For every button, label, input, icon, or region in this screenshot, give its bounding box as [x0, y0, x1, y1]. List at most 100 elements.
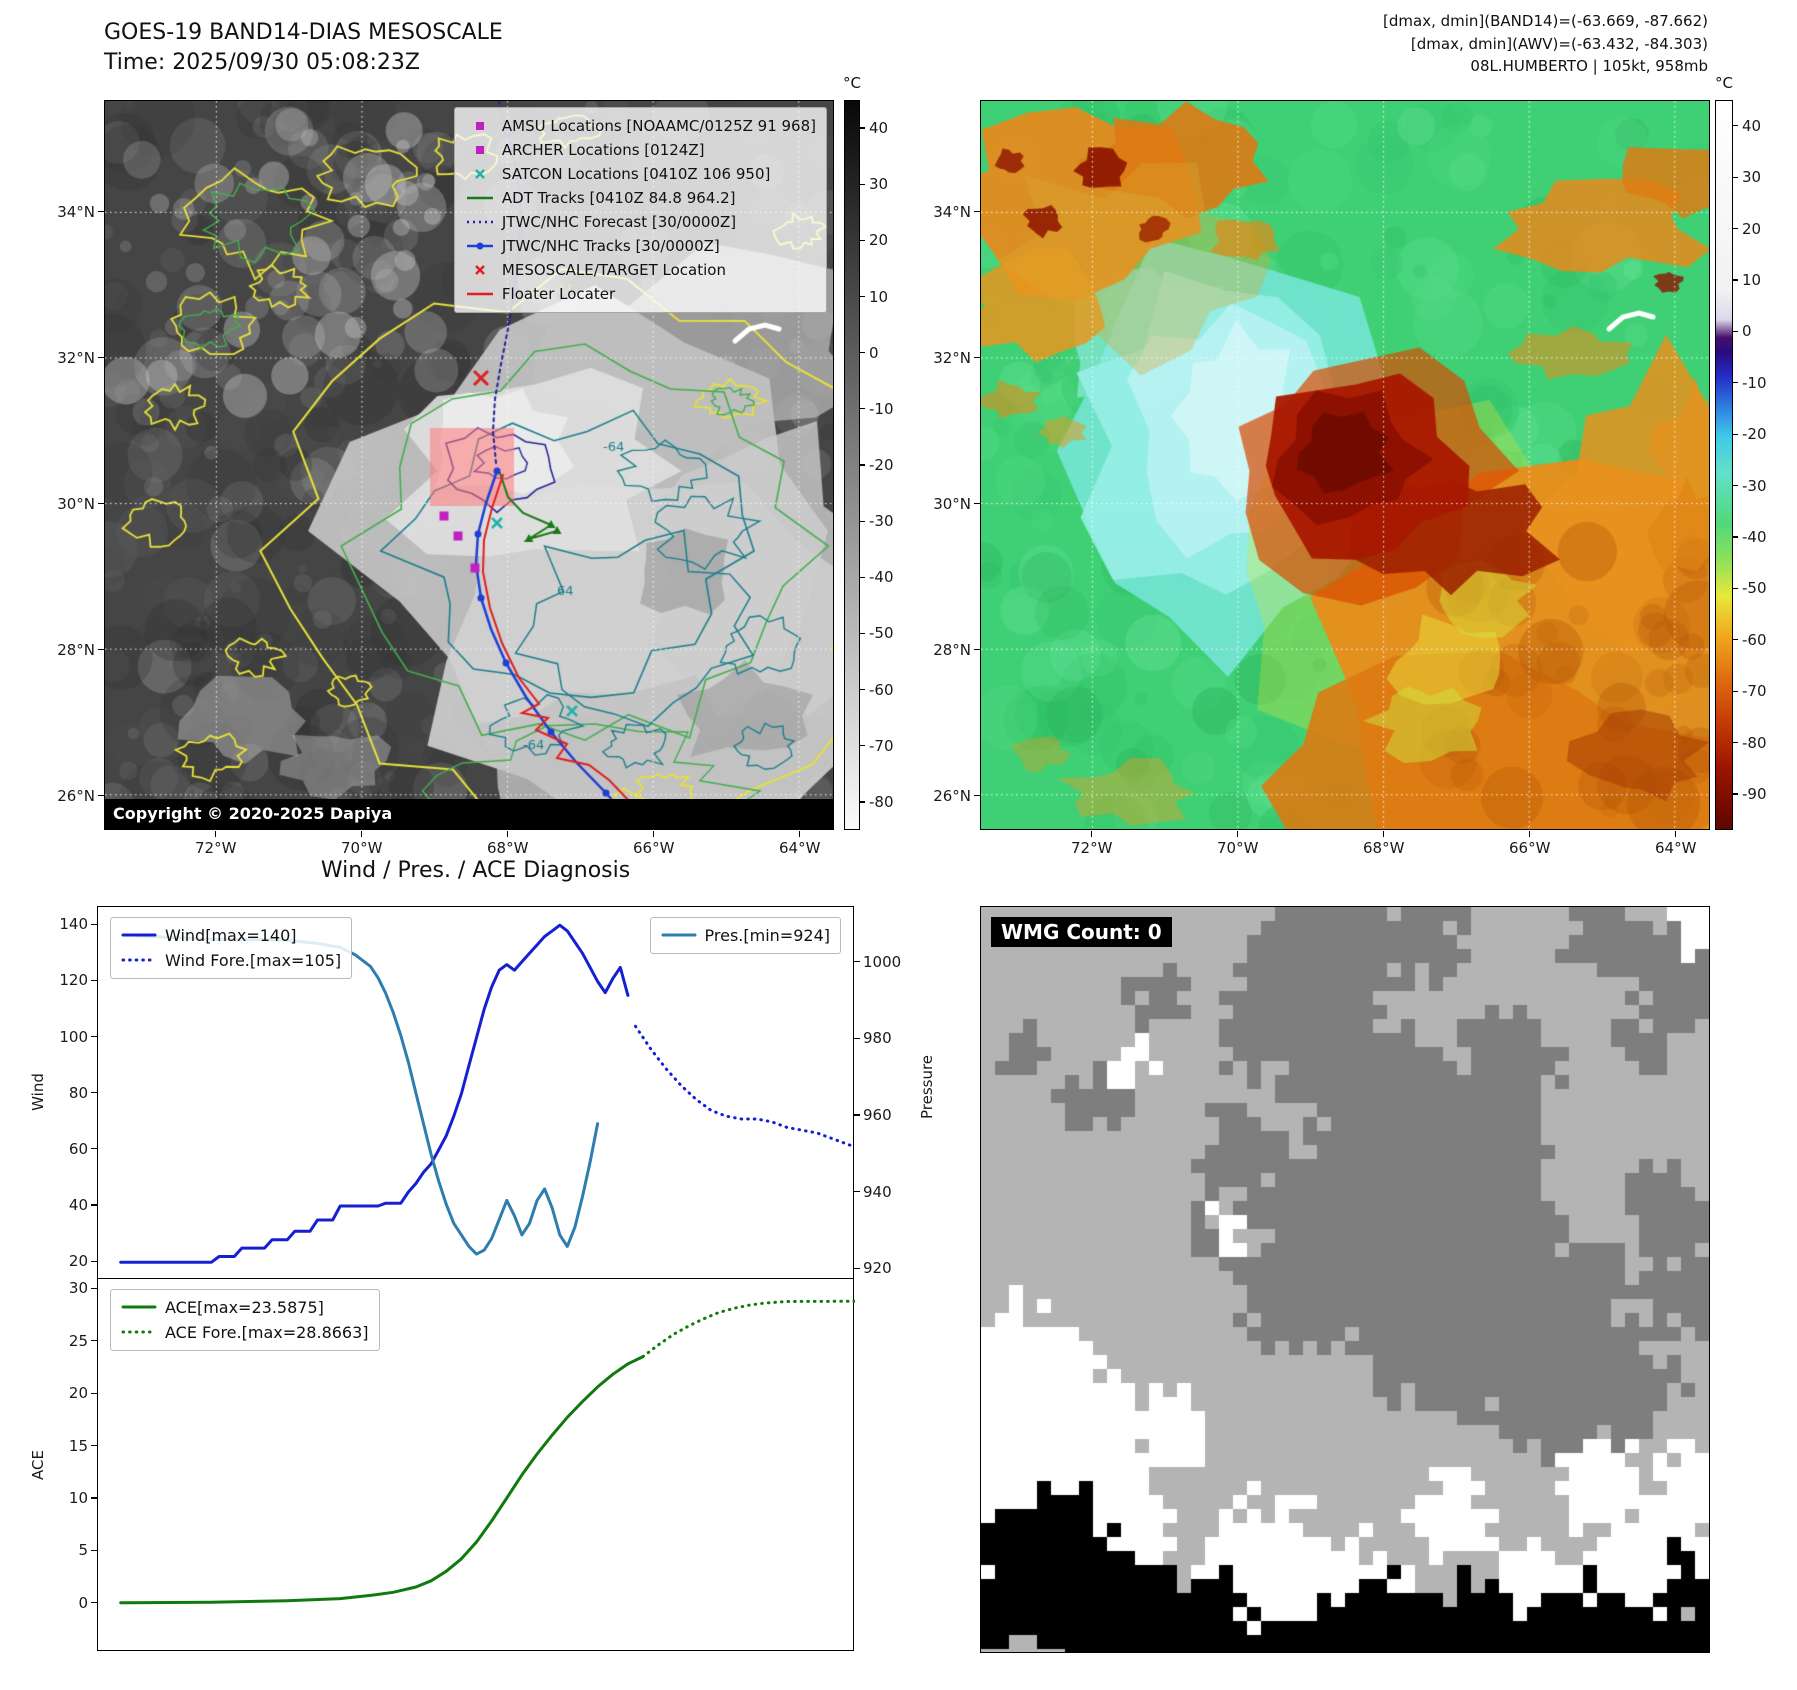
series-line	[634, 1024, 855, 1149]
tick-mark	[860, 127, 865, 129]
tick-mark	[854, 1114, 860, 1116]
legend-label: ACE Fore.[max=28.8663]	[165, 1323, 369, 1342]
band14-subtitle: Time: 2025/09/30 05:08:23Z	[104, 50, 420, 75]
chart-plot-area	[119, 923, 855, 1264]
tick-mark	[1733, 484, 1738, 487]
y-tick-label: 980	[863, 1029, 892, 1048]
tick-mark	[1733, 793, 1738, 795]
lon-tick-label: 64°W	[1654, 839, 1697, 857]
colorbar-tick-label: -90	[1742, 785, 1767, 803]
tick-mark	[91, 1602, 97, 1604]
legend-entry: ACE[max=23.5875]	[121, 1295, 369, 1320]
map-legend-label: AMSU Locations [NOAAMC/0125Z 91 968]	[501, 117, 816, 135]
legend-label: Pres.[min=924]	[704, 926, 830, 945]
wind-axis-label: Wind	[29, 1073, 47, 1111]
awv-colorbar-unit: °C	[1715, 74, 1733, 92]
y-tick-label: 80	[68, 1083, 88, 1102]
tick-mark	[91, 1392, 97, 1394]
tick-mark	[860, 408, 865, 410]
tick-mark	[860, 632, 865, 635]
band14-colorbar-unit: °C	[843, 74, 861, 92]
map-legend-label: ARCHER Locations [0124Z]	[501, 141, 705, 159]
dotted-line-swatch-icon	[121, 951, 157, 970]
colorbar-tick-label: 20	[869, 231, 889, 250]
colorbar-tick-label: 0	[1742, 322, 1752, 341]
y-tick-label: 100	[59, 1027, 88, 1046]
band14-title: GOES-19 BAND14-DIAS MESOSCALE	[104, 20, 503, 45]
colorbar-tick-label: 40	[1742, 116, 1762, 135]
tick-mark	[1733, 433, 1738, 435]
tick-mark	[91, 1287, 97, 1290]
tick-mark	[1529, 831, 1531, 837]
tick-mark	[799, 831, 801, 837]
map-legend-entry: JTWC/NHC Forecast [30/0000Z]	[465, 210, 816, 234]
pressure-axis-label: Pressure	[918, 1054, 936, 1120]
lat-tick-label: 34°N	[57, 202, 95, 221]
dmax-dmin-band14-text: [dmax, dmin](BAND14)=(-63.669, -87.662)	[1383, 12, 1708, 30]
lat-tick-label: 28°N	[933, 640, 971, 659]
solid-line-swatch-icon	[661, 926, 697, 945]
tick-mark	[215, 831, 217, 837]
tick-mark	[98, 357, 104, 359]
ace-axis-label: ACE	[29, 1450, 47, 1480]
lon-tick-label: 68°W	[1362, 839, 1405, 857]
tick-mark	[1733, 587, 1738, 589]
tick-mark	[854, 1191, 860, 1193]
tick-mark	[854, 961, 860, 963]
wind-legend: Wind[max=140] Wind Fore.[max=105]	[110, 917, 353, 979]
tick-mark	[361, 831, 363, 837]
tick-mark	[91, 923, 97, 925]
lat-tick-label: 26°N	[57, 786, 95, 805]
tick-mark	[860, 745, 865, 747]
map-legend-entry: ADT Tracks [0410Z 84.8 964.2]	[465, 186, 816, 210]
tick-mark	[974, 649, 980, 651]
y-tick-label: 15	[68, 1436, 88, 1455]
map-legend-label: MESOSCALE/TARGET Location	[501, 261, 726, 279]
x-marker-icon	[465, 167, 495, 181]
dotted-line-swatch-icon	[121, 1323, 157, 1342]
y-tick-label: 0	[78, 1593, 88, 1612]
tick-mark	[1383, 831, 1385, 837]
series-line	[134, 934, 600, 1256]
tick-mark	[974, 795, 980, 797]
tick-mark	[854, 1037, 860, 1039]
diagnosis-title: Wind / Pres. / ACE Diagnosis	[320, 858, 631, 883]
band14-colorbar	[844, 100, 860, 830]
awv-map-panel	[980, 100, 1710, 830]
lon-tick-label: 70°W	[1216, 839, 1259, 857]
tick-mark	[974, 357, 980, 359]
series-line	[641, 1299, 855, 1359]
y-tick-label: 940	[863, 1182, 892, 1201]
lon-tick-label: 68°W	[486, 839, 529, 857]
lat-tick-label: 30°N	[57, 494, 95, 513]
series-line	[119, 1355, 645, 1605]
tick-mark	[860, 464, 865, 466]
line-dot-marker-icon	[465, 239, 495, 253]
wmg-canvas	[981, 907, 1709, 1652]
legend-label: Wind[max=140]	[165, 926, 297, 945]
square-marker-icon	[465, 143, 495, 157]
y-tick-label: 140	[59, 915, 88, 934]
lat-tick-label: 30°N	[933, 494, 971, 513]
y-tick-label: 920	[863, 1259, 892, 1278]
tick-mark	[91, 1204, 97, 1206]
pressure-legend: Pres.[min=924]	[649, 917, 841, 954]
tick-mark	[98, 649, 104, 651]
tick-mark	[98, 503, 104, 505]
tick-mark	[974, 503, 980, 505]
colorbar-tick-label: -40	[1742, 527, 1767, 546]
tick-mark	[91, 1445, 97, 1447]
colorbar-tick-label: -50	[869, 624, 894, 643]
colorbar-tick-label: 20	[1742, 219, 1762, 238]
colorbar-tick-label: -20	[1742, 425, 1767, 444]
tick-mark	[860, 239, 865, 241]
legend-entry: Wind Fore.[max=105]	[121, 948, 341, 973]
colorbar-tick-label: -30	[1742, 476, 1767, 495]
tick-mark	[854, 1267, 860, 1269]
dotted-marker-icon	[465, 215, 495, 229]
tick-mark	[98, 795, 104, 797]
tick-mark	[98, 211, 104, 213]
y-tick-label: 5	[78, 1541, 88, 1560]
copyright-label: Copyright © 2020-2025 Dapiya	[105, 799, 833, 829]
